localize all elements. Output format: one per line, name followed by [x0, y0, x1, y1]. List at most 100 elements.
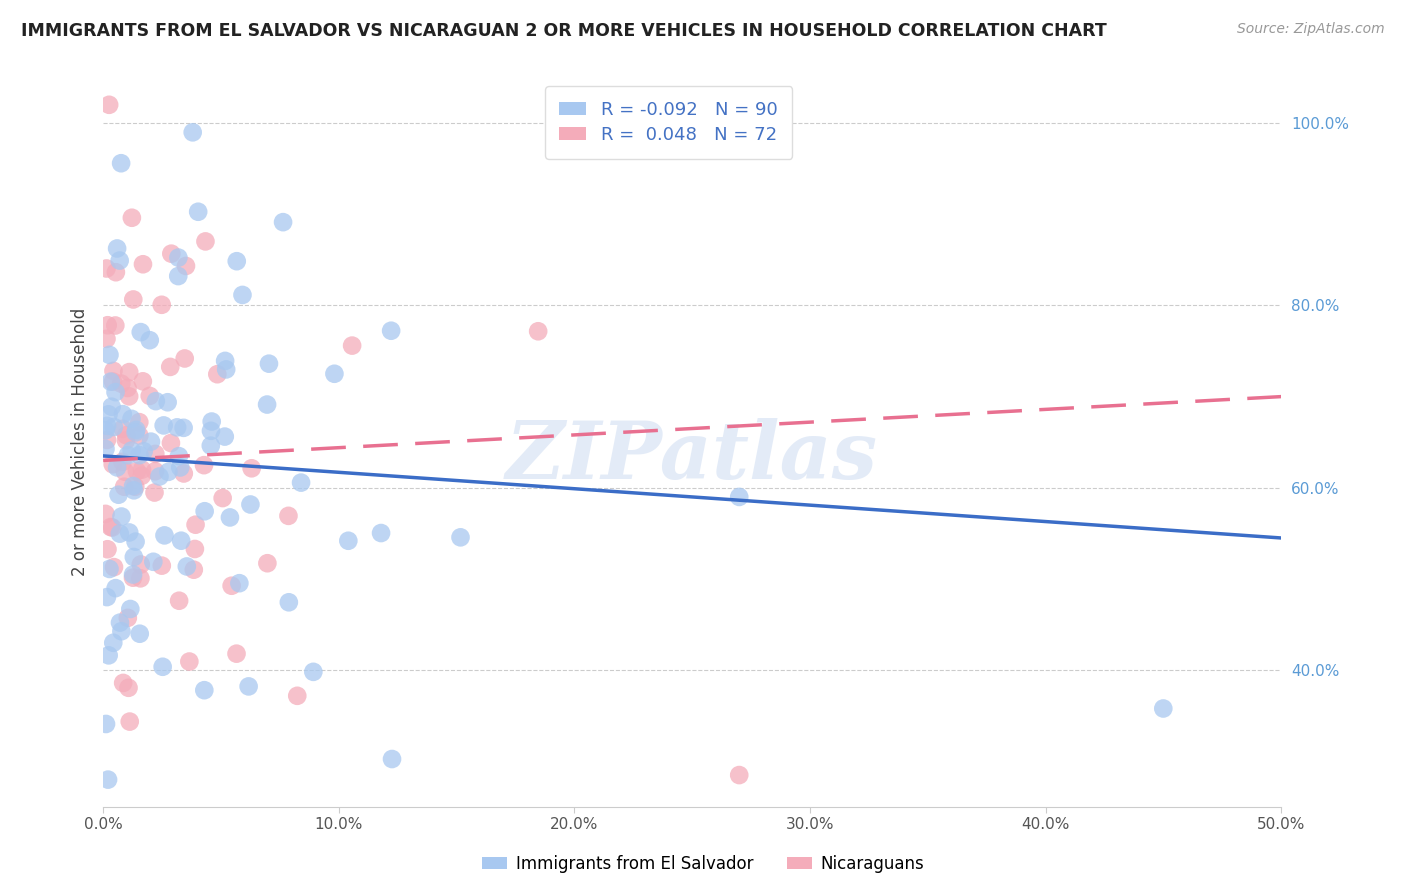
Point: [104, 581, 127, 595]
Point: [125, 423, 148, 437]
Point: [221, 579, 243, 593]
Point: [131, 468, 153, 483]
Point: [110, 156, 132, 170]
Point: [94, 442, 117, 456]
Point: [117, 381, 139, 395]
Point: [211, 491, 233, 505]
Point: [105, 242, 128, 256]
Point: [194, 504, 217, 518]
Point: [176, 559, 198, 574]
Point: [121, 211, 143, 225]
Point: [128, 428, 150, 442]
Point: [115, 428, 138, 442]
Point: [183, 563, 205, 577]
Point: [271, 215, 294, 229]
Point: [194, 235, 217, 249]
Point: [225, 647, 247, 661]
Point: [290, 475, 312, 490]
Point: [214, 429, 236, 443]
Point: [111, 455, 134, 469]
Point: [160, 246, 183, 260]
Point: [173, 467, 195, 481]
Point: [97, 772, 120, 787]
Point: [103, 636, 125, 650]
Point: [257, 357, 280, 371]
Point: [167, 593, 190, 607]
Point: [187, 204, 209, 219]
Point: [128, 415, 150, 429]
Point: [159, 359, 181, 374]
Point: [142, 555, 165, 569]
Point: [97, 408, 120, 422]
Point: [131, 462, 153, 476]
Point: [94, 423, 117, 437]
Point: [118, 365, 141, 379]
Point: [728, 768, 751, 782]
Point: [104, 265, 127, 279]
Point: [98, 562, 121, 576]
Point: [121, 443, 143, 458]
Point: [139, 434, 162, 449]
Point: [181, 125, 204, 139]
Point: [97, 318, 120, 333]
Point: [110, 624, 132, 639]
Point: [152, 418, 174, 433]
Point: [128, 626, 150, 640]
Point: [728, 490, 751, 504]
Point: [105, 460, 128, 475]
Point: [201, 415, 224, 429]
Point: [132, 257, 155, 271]
Point: [527, 324, 550, 338]
Point: [96, 542, 118, 557]
Point: [277, 508, 299, 523]
Point: [138, 389, 160, 403]
Point: [118, 389, 141, 403]
Point: [111, 422, 134, 436]
Point: [219, 510, 242, 524]
Point: [170, 533, 193, 548]
Point: [132, 374, 155, 388]
Text: Source: ZipAtlas.com: Source: ZipAtlas.com: [1237, 22, 1385, 37]
Point: [128, 448, 150, 462]
Legend: R = -0.092   N = 90, R =  0.048   N = 72: R = -0.092 N = 90, R = 0.048 N = 72: [546, 87, 792, 159]
Point: [110, 376, 132, 391]
Point: [370, 526, 392, 541]
Point: [103, 560, 125, 574]
Point: [96, 418, 118, 433]
Point: [96, 261, 118, 276]
Point: [256, 398, 278, 412]
Point: [98, 97, 121, 112]
Point: [122, 293, 145, 307]
Point: [129, 571, 152, 585]
Point: [231, 288, 253, 302]
Point: [101, 375, 124, 389]
Point: [104, 318, 127, 333]
Point: [153, 528, 176, 542]
Point: [122, 549, 145, 564]
Point: [108, 253, 131, 268]
Point: [103, 364, 125, 378]
Point: [381, 752, 404, 766]
Point: [108, 615, 131, 630]
Point: [104, 385, 127, 400]
Point: [277, 595, 299, 609]
Point: [156, 395, 179, 409]
Point: [148, 469, 170, 483]
Point: [124, 534, 146, 549]
Point: [100, 520, 122, 534]
Point: [129, 558, 152, 572]
Point: [143, 485, 166, 500]
Point: [100, 375, 122, 389]
Point: [117, 448, 139, 462]
Point: [207, 368, 229, 382]
Point: [225, 254, 247, 268]
Point: [132, 444, 155, 458]
Point: [1152, 701, 1174, 715]
Point: [215, 362, 238, 376]
Point: [200, 424, 222, 438]
Point: [174, 259, 197, 273]
Point: [97, 648, 120, 663]
Point: [157, 465, 180, 479]
Point: [100, 400, 122, 414]
Point: [340, 338, 363, 352]
